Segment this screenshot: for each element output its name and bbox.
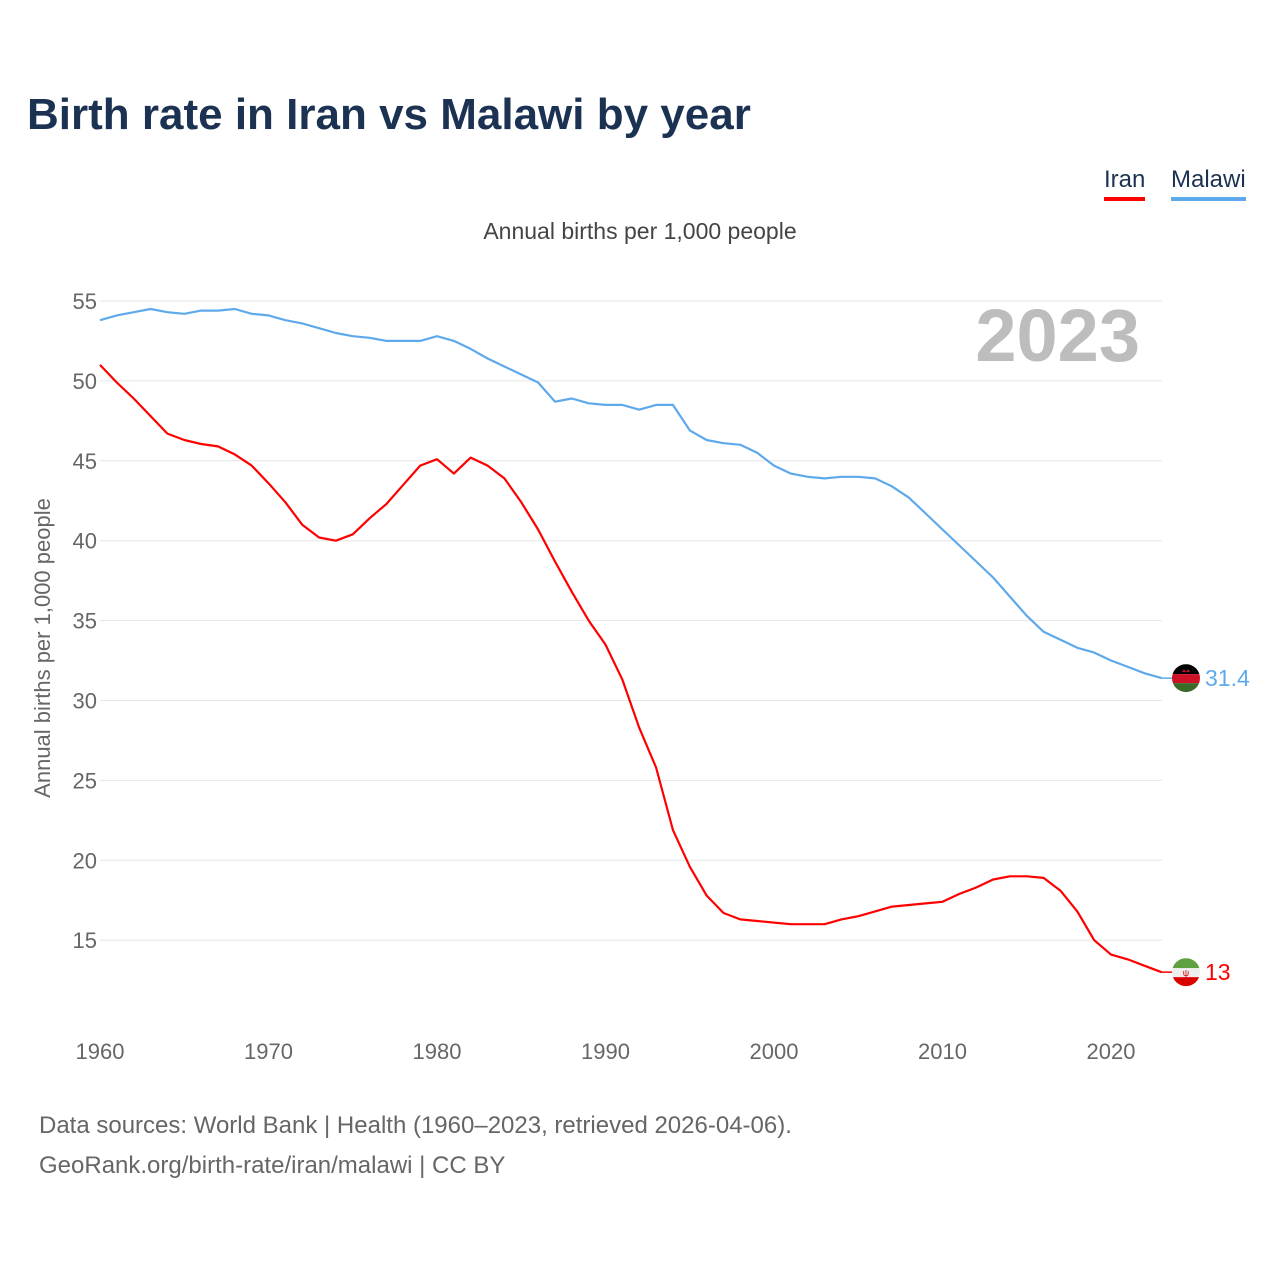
series-line-malawi: [99, 307, 1162, 680]
malawi-flag-icon: [1172, 664, 1200, 693]
chart-subtitle: Annual births per 1,000 people: [483, 218, 797, 244]
end-value-label-malawi: 31.4: [1205, 665, 1250, 691]
x-tick-label: 1980: [413, 1039, 462, 1064]
y-axis-label: Annual births per 1,000 people: [30, 498, 55, 798]
x-tick-label: 2000: [750, 1039, 799, 1064]
y-tick-label: 55: [73, 289, 97, 314]
end-value-label-iran: 13: [1205, 959, 1231, 985]
svg-text:ψ: ψ: [1183, 968, 1189, 978]
legend-item-iran[interactable]: Iran: [1104, 166, 1146, 201]
x-tick-label: 2020: [1087, 1039, 1136, 1064]
y-tick-label: 50: [73, 369, 97, 394]
y-tick-label: 35: [73, 609, 97, 634]
source-link[interactable]: GeoRank.org/birth-rate/iran/malawi | CC …: [39, 1152, 506, 1179]
series-line-iran: [99, 364, 1162, 974]
y-tick-label: 25: [73, 768, 97, 793]
y-tick-label: 15: [73, 928, 97, 953]
y-tick-label: 30: [73, 689, 97, 714]
chart-title: Birth rate in Iran vs Malawi by year: [27, 90, 751, 139]
x-tick-label: 1960: [76, 1039, 125, 1064]
legend-item-malawi[interactable]: Malawi: [1171, 166, 1246, 201]
x-tick-label: 1970: [244, 1039, 293, 1064]
y-tick-label: 40: [73, 529, 97, 554]
footer: Data sources: World Bank | Health (1960–…: [39, 1106, 792, 1186]
source-text: Data sources: World Bank | Health (1960–…: [39, 1112, 792, 1139]
iran-flag-icon: ψ: [1172, 958, 1200, 987]
year-watermark: 2023: [975, 294, 1140, 377]
y-tick-label: 45: [73, 449, 97, 474]
y-tick-label: 20: [73, 848, 97, 873]
x-tick-label: 2010: [918, 1039, 967, 1064]
x-tick-label: 1990: [581, 1039, 630, 1064]
